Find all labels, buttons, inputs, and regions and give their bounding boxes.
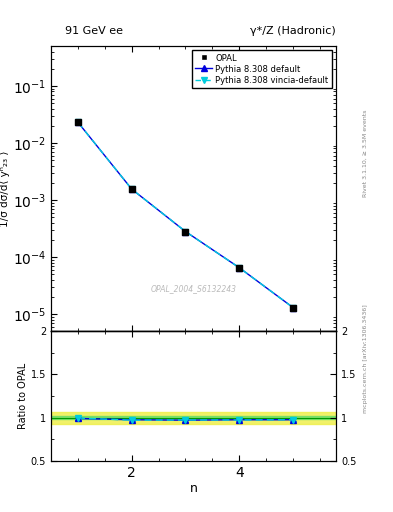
X-axis label: n: n — [189, 482, 198, 496]
Text: γ*/Z (Hadronic): γ*/Z (Hadronic) — [250, 26, 336, 36]
Bar — [51, 412, 336, 423]
Legend: OPAL, Pythia 8.308 default, Pythia 8.308 vincia-default: OPAL, Pythia 8.308 default, Pythia 8.308… — [192, 50, 332, 88]
Text: Rivet 3.1.10, ≥ 3.5M events: Rivet 3.1.10, ≥ 3.5M events — [363, 110, 368, 197]
Text: 91 GeV ee: 91 GeV ee — [65, 26, 123, 36]
Bar — [51, 416, 336, 419]
Y-axis label: Ratio to OPAL: Ratio to OPAL — [18, 363, 28, 429]
Text: mcplots.cern.ch [arXiv:1306.3436]: mcplots.cern.ch [arXiv:1306.3436] — [363, 304, 368, 413]
Text: OPAL_2004_S6132243: OPAL_2004_S6132243 — [151, 284, 237, 293]
Y-axis label: 1/σ dσ/d⟨ yⁿ₂₃ ⟩: 1/σ dσ/d⟨ yⁿ₂₃ ⟩ — [0, 151, 10, 227]
